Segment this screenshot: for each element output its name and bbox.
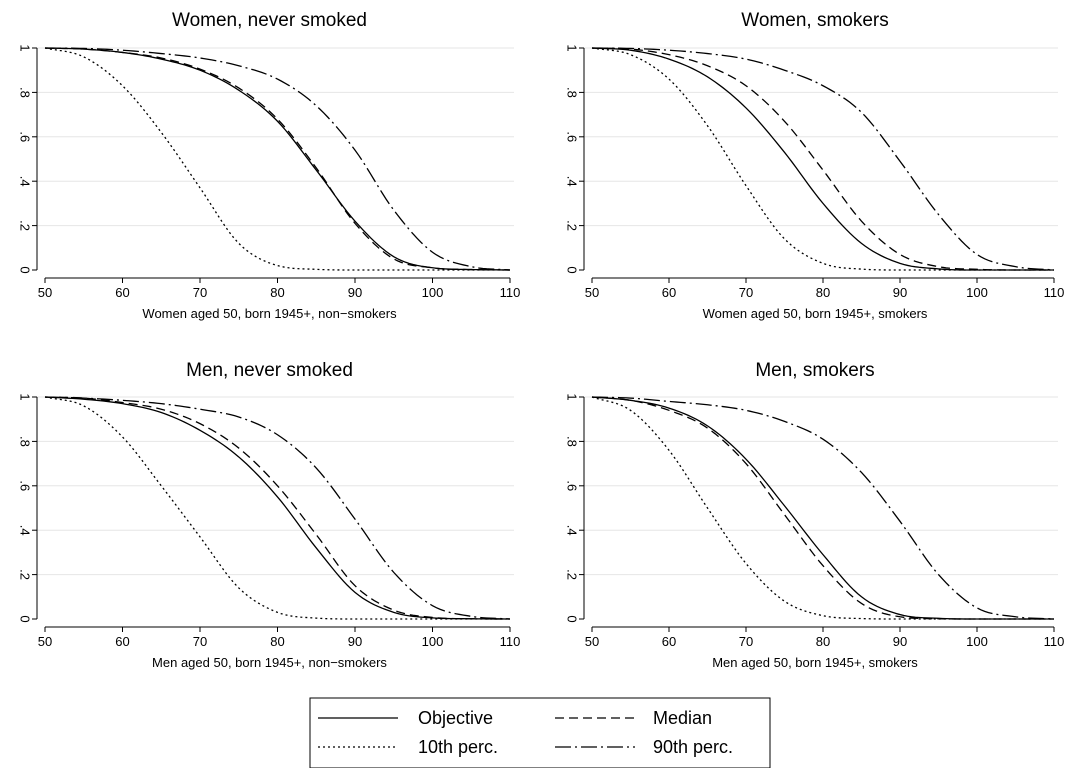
legend-label-median: Median	[653, 708, 712, 728]
y-tick-label: .8	[565, 436, 580, 447]
x-tick-label: 90	[893, 285, 907, 300]
x-tick-label: 110	[500, 634, 521, 649]
y-tick-label: .6	[565, 131, 580, 142]
series-line-90th-perc	[591, 396, 1055, 620]
y-tick-label: .8	[18, 436, 33, 447]
x-tick-label: 80	[270, 285, 284, 300]
x-axis-label: Women aged 50, born 1945+, smokers	[703, 306, 928, 321]
x-tick-label: 110	[1044, 634, 1065, 649]
x-axis-label: Women aged 50, born 1945+, non−smokers	[142, 306, 397, 321]
series-line-objective	[44, 396, 511, 620]
y-tick-label: .4	[18, 176, 33, 187]
y-tick-label: .4	[565, 176, 580, 187]
x-tick-label: 80	[816, 634, 830, 649]
y-tick-label: .6	[18, 131, 33, 142]
y-tick-label: 0	[18, 615, 33, 622]
series-line-10th-perc	[44, 396, 510, 620]
x-tick-label: 60	[662, 634, 676, 649]
panel-women-never-smoked: 0 .2 .4 .6 .8 1 50 60 70 80 90 100 110 Women, never s…	[18, 10, 521, 321]
x-tick-label: 50	[585, 285, 599, 300]
legend-label-objective: Objective	[418, 708, 493, 728]
x-tick-label: 70	[739, 285, 753, 300]
y-tick-label: .6	[565, 480, 580, 491]
x-tick-label: 90	[348, 634, 362, 649]
y-tick-label: .2	[565, 569, 580, 580]
x-tick-label: 90	[893, 634, 907, 649]
x-tick-label: 100	[966, 285, 988, 300]
x-tick-label: 100	[422, 285, 444, 300]
x-tick-label: 60	[115, 634, 129, 649]
series-line-10th-perc	[591, 396, 1054, 620]
y-tick-label: 1	[565, 393, 580, 400]
series-line-median	[591, 47, 1054, 271]
y-tick-label: .6	[18, 480, 33, 491]
x-tick-label: 70	[193, 634, 207, 649]
series-line-objective	[44, 47, 511, 271]
panel-men-smokers: 0 .2 .4 .6 .8 1 50 60 70 80 90 100 110 Men, smokers Me…	[565, 360, 1065, 670]
y-tick-label: 0	[565, 266, 580, 273]
series-line-10th-perc	[44, 47, 510, 271]
series-line-median	[591, 396, 1054, 620]
y-tick-label: .8	[18, 87, 33, 98]
y-tick-label: .2	[565, 220, 580, 231]
y-tick-label: .2	[18, 569, 33, 580]
y-tick-label: 1	[18, 393, 33, 400]
series-line-objective	[591, 47, 1054, 271]
y-tick-label: .8	[565, 87, 580, 98]
series-line-10th-perc	[591, 47, 1054, 271]
x-axis-label: Men aged 50, born 1945+, non−smokers	[152, 655, 387, 670]
y-tick-label: 1	[565, 44, 580, 51]
series-line-90th-perc	[591, 47, 1055, 271]
legend-box	[309, 697, 771, 768]
x-tick-label: 50	[38, 634, 52, 649]
legend: Objective Median 10th perc. 90th perc.	[309, 697, 771, 768]
x-tick-label: 90	[348, 285, 362, 300]
y-tick-label: 0	[565, 615, 580, 622]
legend-label-10th-perc: 10th perc.	[418, 737, 498, 757]
panel-title: Men, never smoked	[186, 360, 353, 381]
x-tick-label: 110	[500, 285, 521, 300]
x-tick-label: 60	[662, 285, 676, 300]
x-tick-label: 110	[1044, 285, 1065, 300]
series-line-median	[44, 47, 511, 271]
y-tick-label: .4	[18, 525, 33, 536]
x-tick-label: 100	[966, 634, 988, 649]
y-tick-label: .2	[18, 220, 33, 231]
x-tick-label: 80	[270, 634, 284, 649]
panel-men-never-smoked: 0 .2 .4 .6 .8 1 50 60 70 80 90 100 110 Men, never smo…	[18, 360, 521, 670]
series-line-90th-perc	[44, 47, 511, 271]
x-tick-label: 80	[816, 285, 830, 300]
x-tick-label: 60	[115, 285, 129, 300]
panel-women-smokers: 0 .2 .4 .6 .8 1 50 60 70 80 90 100 110 Women, smokers…	[565, 10, 1065, 321]
series-line-90th-perc	[44, 396, 511, 620]
x-tick-label: 70	[193, 285, 207, 300]
panel-title: Women, never smoked	[172, 10, 367, 31]
x-tick-label: 50	[38, 285, 52, 300]
series-line-median	[44, 396, 511, 620]
x-tick-label: 50	[585, 634, 599, 649]
series-line-objective	[591, 396, 1054, 620]
y-tick-label: 0	[18, 266, 33, 273]
panel-title: Women, smokers	[741, 10, 888, 31]
legend-label-90th-perc: 90th perc.	[653, 737, 733, 757]
y-tick-label: .4	[565, 525, 580, 536]
x-tick-label: 70	[739, 634, 753, 649]
x-axis-label: Men aged 50, born 1945+, smokers	[712, 655, 918, 670]
y-tick-label: 1	[18, 44, 33, 51]
panel-title: Men, smokers	[755, 360, 874, 381]
x-tick-label: 100	[422, 634, 444, 649]
